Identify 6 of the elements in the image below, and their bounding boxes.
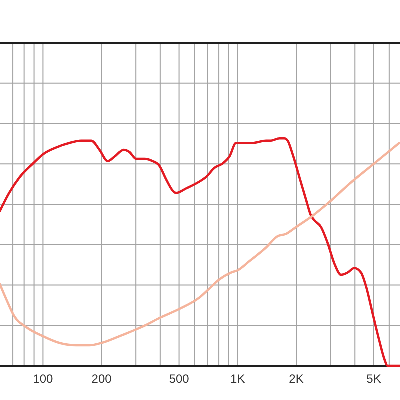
x-tick-label: 2K: [289, 372, 304, 386]
x-tick-label: 1K: [230, 372, 246, 386]
x-tick-label: 100: [33, 372, 54, 386]
x-tick-label: 200: [92, 372, 112, 386]
x-tick-label: 500: [169, 372, 190, 386]
x-tick-label: 5K: [366, 372, 382, 386]
